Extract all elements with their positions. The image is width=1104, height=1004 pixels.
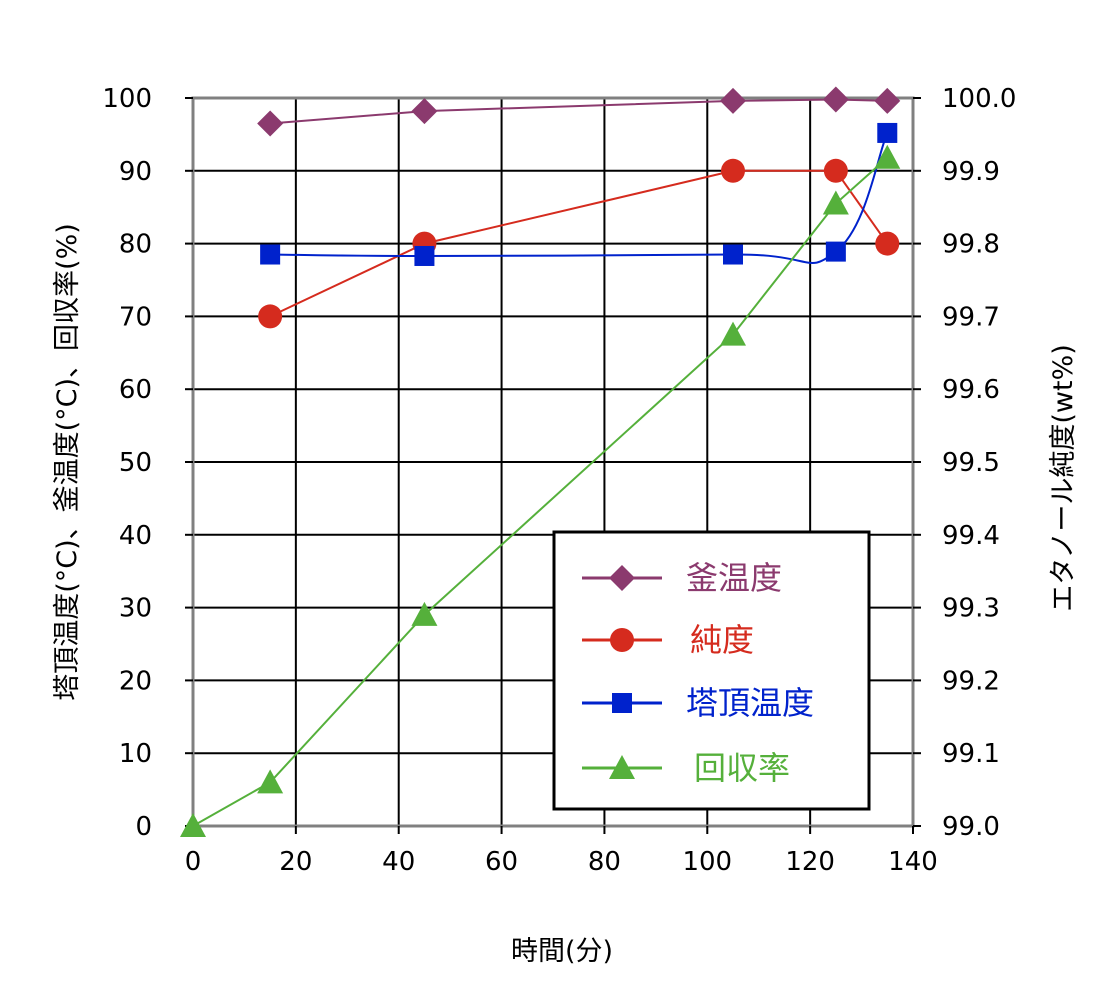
- left-tick-label: 10: [119, 739, 152, 769]
- right-tick-label: 99.8: [942, 230, 1000, 260]
- x-tick-label: 140: [888, 847, 938, 877]
- left-tick-label: 80: [119, 230, 152, 260]
- data-point-circle: [875, 231, 900, 256]
- right-tick-label: 99.6: [942, 375, 1000, 405]
- data-point-diamond: [257, 110, 284, 137]
- x-axis-title: 時間(分): [511, 936, 613, 967]
- right-tick-label: 99.3: [942, 594, 1000, 624]
- legend-marker-square: [612, 693, 632, 713]
- series-line: [192, 156, 888, 827]
- data-point-diamond: [874, 87, 901, 114]
- right-tick-label: 99.2: [942, 666, 1000, 696]
- legend-item: 回収率: [582, 749, 790, 787]
- legend-item: 純度: [582, 621, 754, 659]
- right-tick-label: 99.5: [942, 448, 1000, 478]
- x-tick-label: 20: [279, 847, 312, 877]
- right-tick-label: 99.4: [942, 521, 1000, 551]
- left-axis-title: 塔頂温度(°C)、釜温度(°C)、回収率(%): [52, 223, 83, 701]
- left-tick-label: 0: [135, 812, 152, 842]
- legend-marker-circle: [610, 628, 634, 652]
- left-tick-label: 90: [119, 157, 152, 187]
- right-tick-label: 99.0: [942, 812, 1000, 842]
- data-point-diamond: [411, 98, 438, 125]
- legend-marker-triangle: [609, 755, 635, 779]
- grid: [193, 98, 913, 826]
- series-4: [180, 144, 901, 837]
- left-tick-label: 30: [119, 594, 152, 624]
- series-line: [270, 132, 889, 264]
- data-point-circle: [721, 158, 745, 183]
- data-point-diamond: [720, 87, 746, 114]
- right-tick-label: 99.9: [942, 157, 1000, 187]
- x-axis-ticks: 0 20 40 60 80 100 120 140: [185, 826, 938, 877]
- data-point-triangle: [822, 190, 849, 215]
- legend-marker-diamond: [609, 565, 635, 591]
- x-tick-label: 0: [185, 847, 202, 877]
- x-tick-label: 100: [682, 847, 732, 877]
- right-tick-label: 100.0: [942, 84, 1016, 114]
- legend-item: 釜温度: [582, 559, 782, 597]
- series-layer: [180, 86, 901, 837]
- data-point-triangle: [874, 144, 901, 169]
- series-1: [257, 86, 901, 137]
- x-tick-label: 60: [485, 847, 518, 877]
- left-tick-label: 40: [119, 521, 152, 551]
- data-point-square: [877, 122, 898, 143]
- data-point-triangle: [180, 813, 206, 837]
- data-point-square: [260, 244, 281, 265]
- right-axis-ticks: 99.0 99.1 99.2 99.3 99.4 99.5 99.6 99.7 99.8 99.9…: [913, 84, 1016, 842]
- left-tick-label: 60: [119, 375, 152, 405]
- series-3: [260, 122, 898, 266]
- left-tick-label: 70: [119, 302, 152, 332]
- right-axis-title: エタノール純度(wt%): [1048, 344, 1079, 612]
- legend-label: 塔頂温度: [686, 684, 814, 722]
- right-tick-label: 99.7: [942, 302, 1000, 332]
- left-tick-label: 100: [102, 84, 152, 114]
- x-tick-label: 80: [588, 847, 621, 877]
- x-tick-label: 40: [382, 847, 415, 877]
- data-point-triangle: [720, 321, 746, 346]
- data-point-square: [414, 245, 435, 266]
- x-tick-label: 120: [785, 847, 835, 877]
- data-point-circle: [823, 158, 848, 183]
- left-tick-label: 50: [119, 448, 152, 478]
- left-tick-label: 20: [119, 666, 152, 696]
- legend-label: 回収率: [694, 749, 790, 787]
- data-point-triangle: [411, 601, 438, 626]
- right-tick-label: 99.1: [942, 739, 1000, 769]
- legend-item: 塔頂温度: [582, 684, 814, 722]
- data-point-square: [723, 244, 743, 265]
- legend-label: 純度: [690, 621, 754, 659]
- data-point-circle: [258, 304, 283, 329]
- data-point-triangle: [257, 769, 284, 794]
- left-axis-ticks: 0 10 20 30 40 50 60 70 80 90 100: [102, 84, 193, 842]
- legend-label: 釜温度: [686, 559, 782, 597]
- data-point-diamond: [822, 86, 849, 113]
- data-point-square: [825, 241, 846, 262]
